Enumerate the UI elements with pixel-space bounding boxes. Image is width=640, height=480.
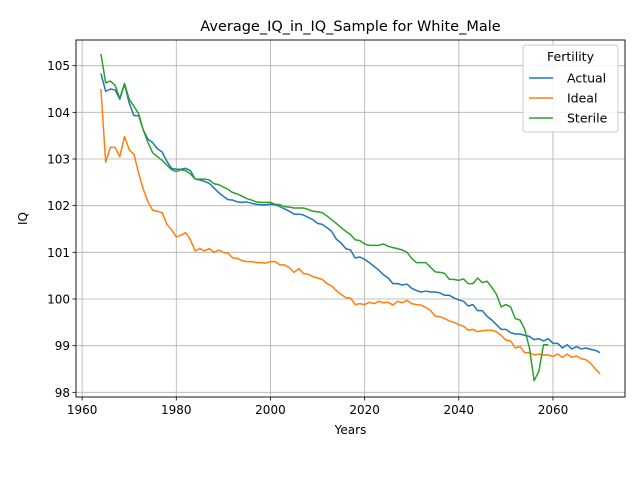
y-tick-label: 98 [55,386,70,400]
legend-title: Fertility [547,49,595,64]
series-lines [100,53,601,382]
legend-label-actual: Actual [567,71,606,86]
y-tick-label: 99 [55,339,70,353]
y-tick-label: 102 [47,199,70,213]
series-line-ideal [100,88,601,375]
series-line-sterile [100,53,549,382]
legend-box [522,44,619,133]
x-tick-label: 1960 [67,403,98,417]
axis-ticks: 1960 1980 2000 2020 2040 2060 98 99 100 101 102 103… [47,59,568,417]
x-tick-label: 1980 [161,403,192,417]
x-tick-label: 2040 [444,403,475,417]
legend: Fertility Actual Ideal Sterile [522,44,619,133]
y-tick-label: 104 [47,106,70,120]
grid-lines [76,40,625,397]
legend-label-ideal: Ideal [567,91,597,106]
y-tick-label: 101 [47,246,70,260]
x-tick-label: 2020 [349,403,380,417]
y-tick-label: 105 [47,59,70,73]
x-tick-label: 2060 [538,403,569,417]
y-tick-label: 103 [47,153,70,167]
series-line-actual [100,73,601,354]
chart-title: Average_IQ_in_IQ_Sample for White_Male [200,19,501,35]
y-axis-label: IQ [16,212,30,225]
legend-label-sterile: Sterile [567,111,608,126]
x-tick-label: 2000 [255,403,286,417]
x-axis-label: Years [334,423,367,437]
plot-frame [75,39,626,398]
y-tick-label: 100 [47,293,70,307]
